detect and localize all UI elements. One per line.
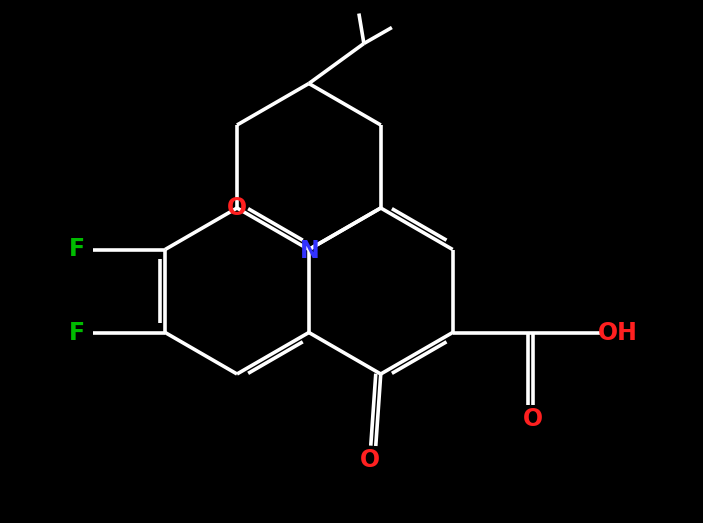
Text: F: F xyxy=(69,237,85,262)
Text: F: F xyxy=(69,321,85,345)
Text: O: O xyxy=(522,406,543,430)
Text: N: N xyxy=(300,240,320,264)
Text: O: O xyxy=(227,196,247,220)
Text: O: O xyxy=(360,448,380,472)
Text: OH: OH xyxy=(598,321,638,345)
